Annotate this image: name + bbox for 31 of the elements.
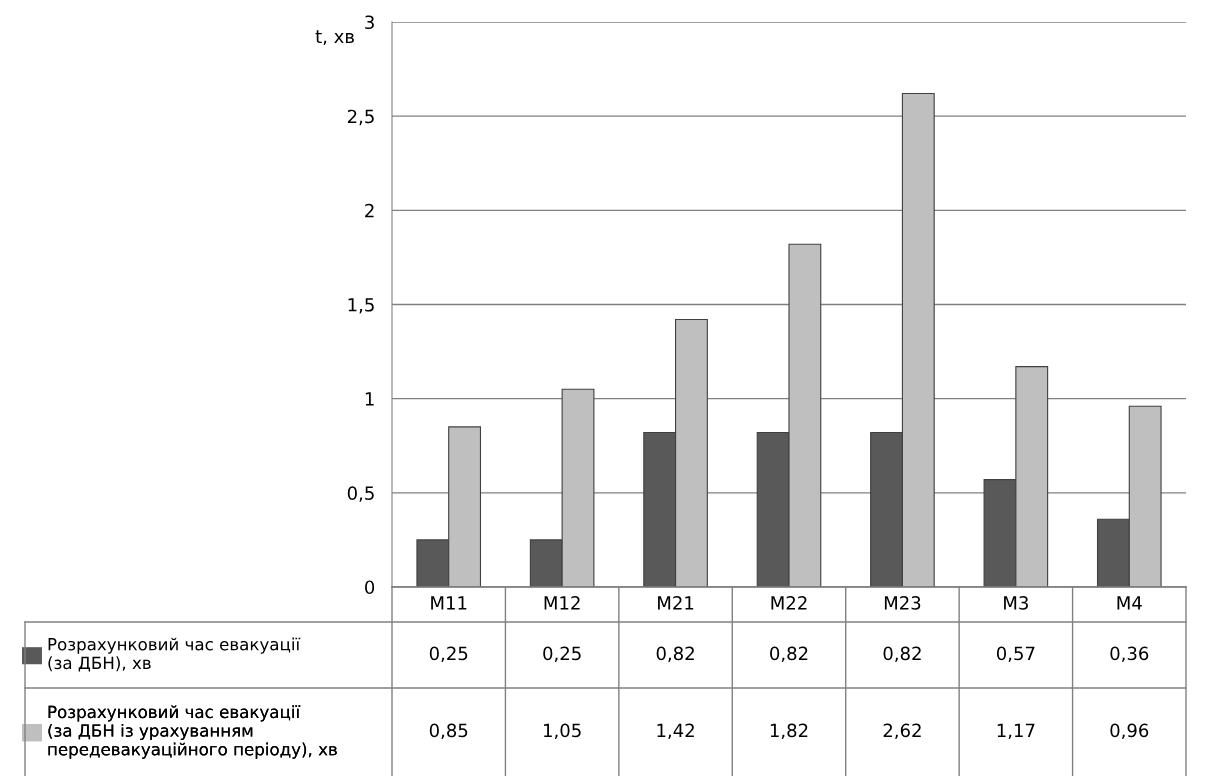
data-label: 0,57 xyxy=(996,646,1035,663)
x-tick-label: M21 xyxy=(658,596,694,610)
x-tick-label: M12 xyxy=(544,596,580,610)
data-label: 1,05 xyxy=(544,723,581,740)
y-tick-label: 2,5 xyxy=(347,109,374,126)
data-label: 0,82 xyxy=(770,646,808,663)
x-tick-label: M23 xyxy=(884,596,921,610)
legend-label: Розрахунковий час евакуації (за ДБН), хв xyxy=(48,637,301,672)
data-label: 2,62 xyxy=(883,723,921,740)
x-tick-label: M4 xyxy=(1117,596,1142,610)
y-tick-label: 0 xyxy=(365,580,375,595)
legend-label: Розрахунковий час евакуації (за ДБН із урахуванням передевакуаційного періоду), хв xyxy=(48,705,337,759)
y-tick-label: 1 xyxy=(365,392,374,406)
data-label: 0,82 xyxy=(656,646,694,663)
y-tick-label: 1,5 xyxy=(348,298,374,314)
y-axis-title: t, хв xyxy=(315,30,354,46)
data-label: 1,82 xyxy=(770,723,808,740)
data-label: 0,96 xyxy=(1110,723,1149,740)
y-tick-label: 3 xyxy=(365,15,374,30)
data-label: 0,85 xyxy=(429,723,468,740)
data-label: 0,25 xyxy=(429,646,468,663)
y-tick-label: 0,5 xyxy=(347,486,374,502)
x-tick-label: M3 xyxy=(1004,596,1028,610)
x-tick-label: M11 xyxy=(431,596,467,610)
data-label: 0,82 xyxy=(883,646,921,663)
data-label: 0,25 xyxy=(543,646,581,663)
x-tick-label: M22 xyxy=(771,596,807,610)
data-label: 1,17 xyxy=(997,723,1035,740)
data-label: 0,36 xyxy=(1110,646,1149,663)
data-label: 1,42 xyxy=(657,723,694,740)
y-tick-label: 2 xyxy=(365,203,374,218)
